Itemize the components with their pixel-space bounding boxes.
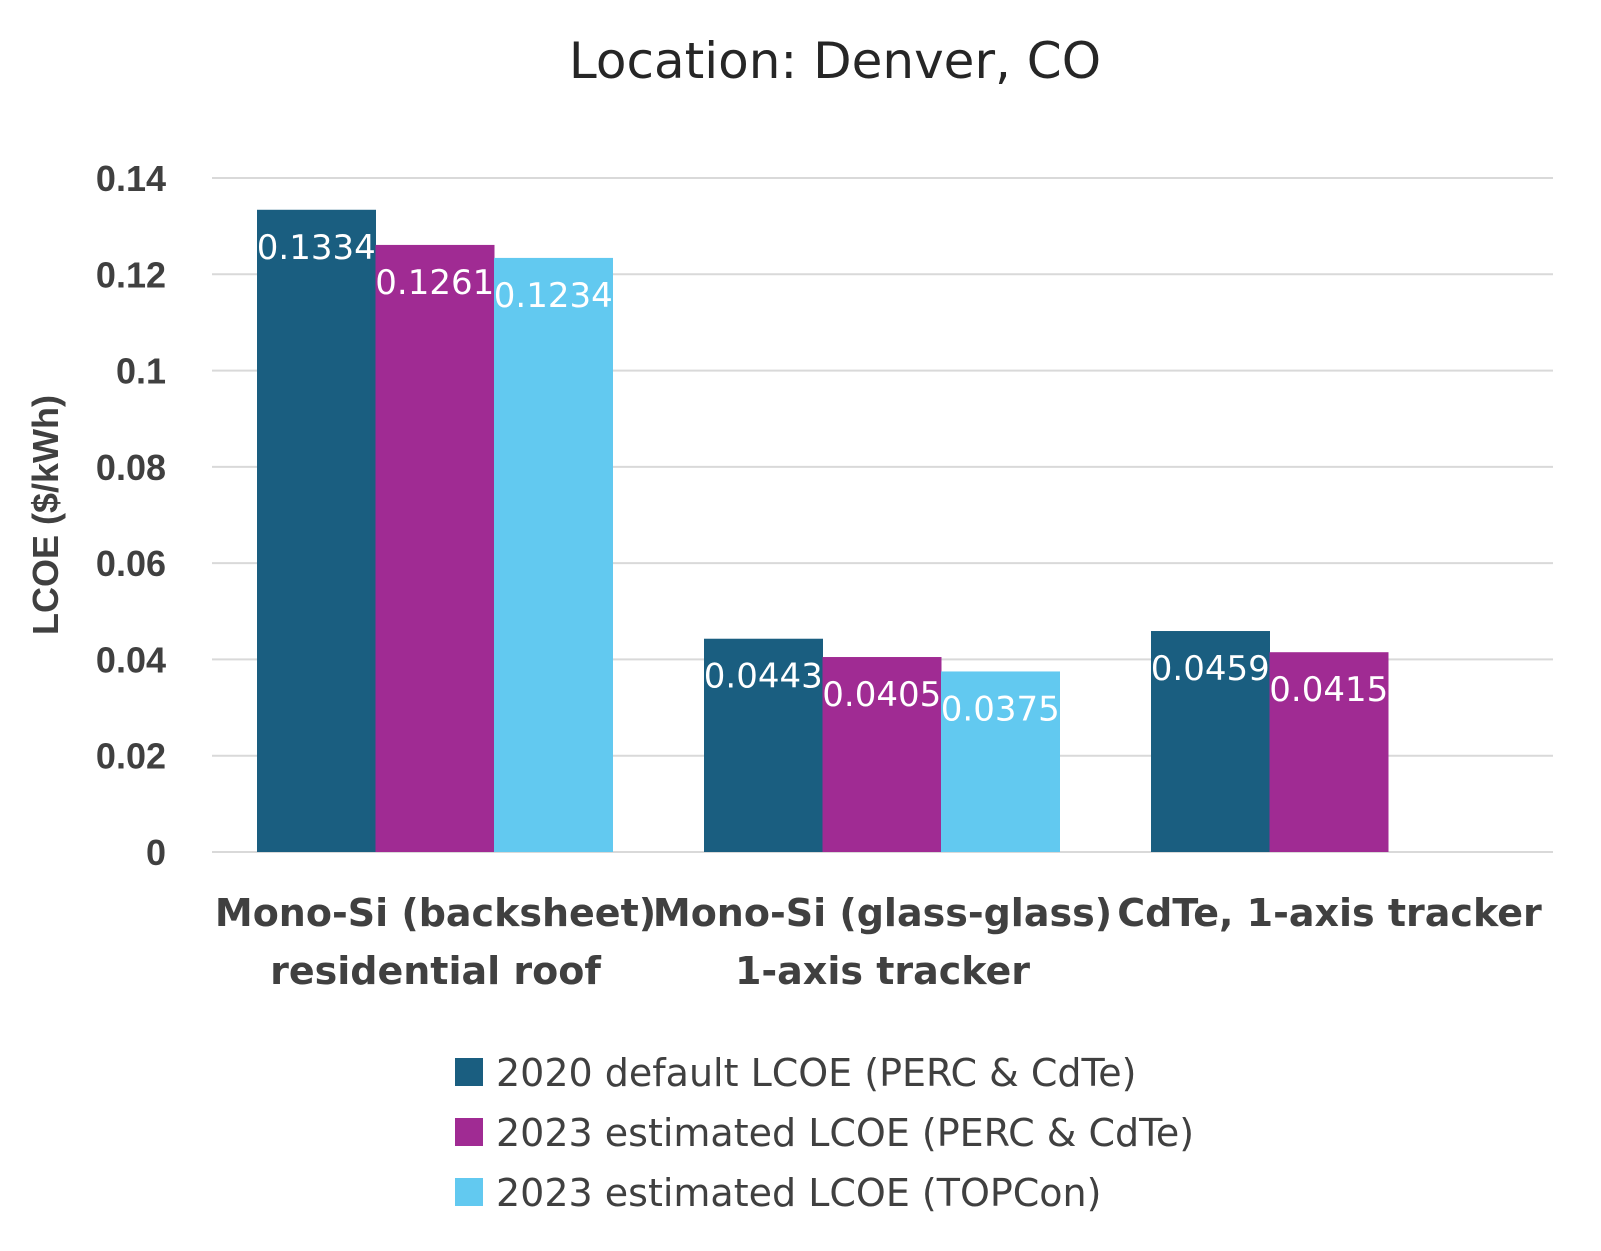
legend-swatch (455, 1178, 483, 1206)
bars (257, 209, 1389, 853)
data-label: 0.0443 (704, 657, 823, 697)
y-tick-label: 0 (146, 832, 166, 873)
y-tick-label: 0.04 (96, 639, 166, 680)
x-axis-categories: Mono-Si (backsheet) residential roof Mono-… (215, 891, 1542, 993)
legend-swatch (455, 1118, 483, 1146)
bar (257, 209, 376, 852)
data-label: 0.0459 (1151, 649, 1270, 689)
bar (704, 638, 823, 852)
y-tick-label: 0.08 (96, 447, 166, 488)
y-axis-ticks: 0 0.02 0.04 0.06 0.08 0.1 0.12 0.14 (96, 158, 166, 873)
legend-swatch (455, 1058, 483, 1086)
y-tick-label: 0.12 (96, 254, 166, 295)
x-category-label: Mono-Si (backsheet) (215, 891, 656, 935)
legend: 2020 default LCOE (PERC & CdTe) 2023 esti… (455, 1051, 1194, 1215)
data-label: 0.1334 (257, 228, 376, 268)
chart-title: Location: Denver, CO (569, 32, 1101, 90)
bar (822, 657, 942, 852)
y-tick-label: 0.14 (96, 158, 166, 199)
bar (375, 244, 495, 852)
bar (1269, 652, 1389, 852)
legend-entry: 2023 estimated LCOE (PERC & CdTe) (496, 1111, 1194, 1155)
bar (941, 671, 1060, 852)
bar (1151, 631, 1270, 852)
data-label: 0.0405 (822, 675, 941, 715)
y-axis-label: LCOE ($/kWh) (25, 395, 66, 635)
data-label: 0.1261 (375, 263, 494, 303)
y-tick-label: 0.1 (116, 351, 166, 392)
y-tick-label: 0.06 (96, 543, 166, 584)
x-category-label: CdTe, 1-axis tracker (1117, 891, 1542, 935)
x-category-label: 1-axis tracker (735, 949, 1030, 993)
y-tick-label: 0.02 (96, 736, 166, 777)
data-label: 0.1234 (494, 276, 613, 316)
x-category-label: residential roof (270, 949, 601, 993)
data-label: 0.0415 (1269, 670, 1388, 710)
legend-entry: 2020 default LCOE (PERC & CdTe) (496, 1051, 1136, 1095)
bar (494, 257, 613, 853)
data-label: 0.0375 (941, 689, 1060, 729)
x-category-label: Mono-Si (glass-glass) (653, 891, 1112, 935)
legend-entry: 2023 estimated LCOE (TOPCon) (496, 1171, 1101, 1215)
